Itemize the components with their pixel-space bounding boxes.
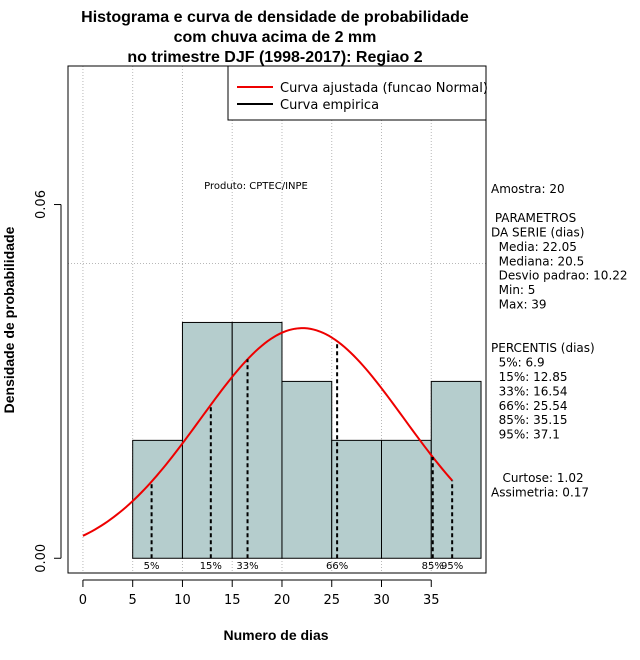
percentile-label-2: 33% xyxy=(236,561,258,572)
x-tick-label-4: 20 xyxy=(274,593,291,608)
histogram-bar-3 xyxy=(281,380,333,559)
x-tick-label-0: 0 xyxy=(79,593,87,608)
stat-line-14: 33%: 16.54 xyxy=(491,384,568,398)
y-tick-label-1: 0.06 xyxy=(34,190,49,219)
fitted-normal-curve xyxy=(82,327,453,537)
stat-line-16: 85%: 35.15 xyxy=(491,413,568,427)
stat-line-12: 5%: 6.9 xyxy=(491,355,545,369)
stat-line-11: PERCENTIS (dias) xyxy=(491,341,595,355)
stat-line-0: Amostra: 20 xyxy=(491,182,565,196)
x-tick-label-5: 25 xyxy=(323,593,340,608)
stat-line-6: Desvio padrao: 10.22 xyxy=(491,269,628,283)
titles: Histograma e curva de densidade de proba… xyxy=(1,9,469,643)
stat-line-7: Min: 5 xyxy=(491,283,535,297)
y-axis-label: Densidade de probabilidade xyxy=(1,226,17,413)
product-note: Produto: CPTEC/INPE xyxy=(204,181,308,192)
histogram-bar-1 xyxy=(181,321,233,559)
fitted-curve xyxy=(82,327,453,537)
legend: Curva ajustada (funcao Normal) Curva emp… xyxy=(227,65,488,121)
histogram-bar-5 xyxy=(381,439,432,559)
percentile-label-4: 85% xyxy=(422,561,444,572)
x-tick-label-7: 35 xyxy=(423,593,440,608)
stat-line-15: 66%: 25.54 xyxy=(491,399,568,413)
grid xyxy=(68,66,486,573)
x-tick-label-6: 30 xyxy=(373,593,390,608)
stat-line-8: Max: 39 xyxy=(491,298,547,312)
stat-line-20: Curtose: 1.02 xyxy=(491,471,584,485)
stat-line-13: 15%: 12.85 xyxy=(491,370,568,384)
percentile-label-1: 15% xyxy=(200,561,222,572)
percentile-label-3: 66% xyxy=(326,561,348,572)
stat-line-21: Assimetria: 0.17 xyxy=(491,485,589,499)
histogram-bar-4 xyxy=(331,439,383,559)
histogram-bar-6 xyxy=(430,380,482,559)
percentile-label-0: 5% xyxy=(144,561,160,572)
chart-title-line-1: Histograma e curva de densidade de proba… xyxy=(81,9,469,26)
legend-label-fitted: Curva ajustada (funcao Normal) xyxy=(280,81,488,96)
histogram-bars xyxy=(132,321,482,559)
legend-box xyxy=(227,65,487,121)
histogram-bar-2 xyxy=(231,321,283,559)
legend-label-empirical: Curva empirica xyxy=(280,98,379,113)
chart-title-line-3: no trimestre DJF (1998-2017): Regiao 2 xyxy=(127,49,422,66)
stat-line-17: 95%: 37.1 xyxy=(491,428,560,442)
percentile-lines: 5% 15% 33% 66% 85%95% xyxy=(144,341,463,572)
axes: 0 5 10 15 20 25 30 35 0.00 0.06 xyxy=(34,190,440,608)
stat-line-3: DA SERIE (dias) xyxy=(491,225,584,239)
x-tick-label-3: 15 xyxy=(224,593,241,608)
stat-line-2: PARAMETROS xyxy=(491,211,576,225)
percentile-label-5: 95% xyxy=(441,561,463,572)
x-tick-label-1: 5 xyxy=(129,593,137,608)
stat-line-5: Mediana: 20.5 xyxy=(491,254,584,268)
histogram-bar-0 xyxy=(132,439,183,559)
x-tick-label-2: 10 xyxy=(174,593,191,608)
y-tick-label-0: 0.00 xyxy=(34,544,49,573)
x-axis-label: Numero de dias xyxy=(223,627,328,643)
chart-title-line-2: com chuva acima de 2 mm xyxy=(174,29,377,46)
stat-line-4: Media: 22.05 xyxy=(491,240,577,254)
